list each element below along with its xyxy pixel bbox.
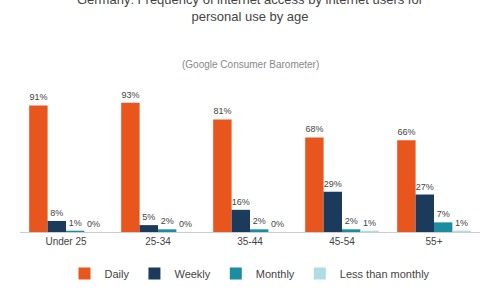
svg-text:0%: 0%	[87, 219, 100, 229]
svg-text:Less than monthly: Less than monthly	[340, 268, 430, 280]
svg-text:68%: 68%	[305, 124, 323, 134]
svg-text:7%: 7%	[437, 209, 450, 219]
svg-text:2%: 2%	[253, 216, 266, 226]
svg-text:91%: 91%	[29, 92, 47, 102]
svg-text:Monthly: Monthly	[256, 268, 295, 280]
svg-text:Germany: Frequency of internet: Germany: Frequency of internet access by…	[77, 0, 424, 24]
svg-text:93%: 93%	[121, 90, 139, 100]
svg-text:55+: 55+	[426, 236, 443, 247]
svg-text:Daily: Daily	[105, 268, 130, 280]
svg-text:45-54: 45-54	[329, 236, 355, 247]
svg-text:Weekly: Weekly	[174, 268, 210, 280]
svg-text:81%: 81%	[213, 106, 231, 116]
svg-text:25-34: 25-34	[145, 236, 171, 247]
svg-text:35-44: 35-44	[237, 236, 263, 247]
svg-text:1%: 1%	[69, 218, 82, 228]
svg-text:2%: 2%	[345, 216, 358, 226]
svg-text:8%: 8%	[50, 208, 63, 218]
svg-text:29%: 29%	[324, 179, 342, 189]
svg-text:16%: 16%	[232, 197, 250, 207]
svg-text:1%: 1%	[363, 218, 376, 228]
svg-text:66%: 66%	[397, 127, 415, 137]
svg-text:27%: 27%	[416, 182, 434, 192]
svg-text:0%: 0%	[179, 219, 192, 229]
svg-text:1%: 1%	[455, 218, 468, 228]
svg-text:0%: 0%	[271, 219, 284, 229]
svg-text:(Google Consumer Barometer): (Google Consumer Barometer)	[182, 59, 319, 70]
svg-text:5%: 5%	[142, 212, 155, 222]
svg-text:2%: 2%	[161, 216, 174, 226]
svg-text:Under 25: Under 25	[45, 236, 87, 247]
